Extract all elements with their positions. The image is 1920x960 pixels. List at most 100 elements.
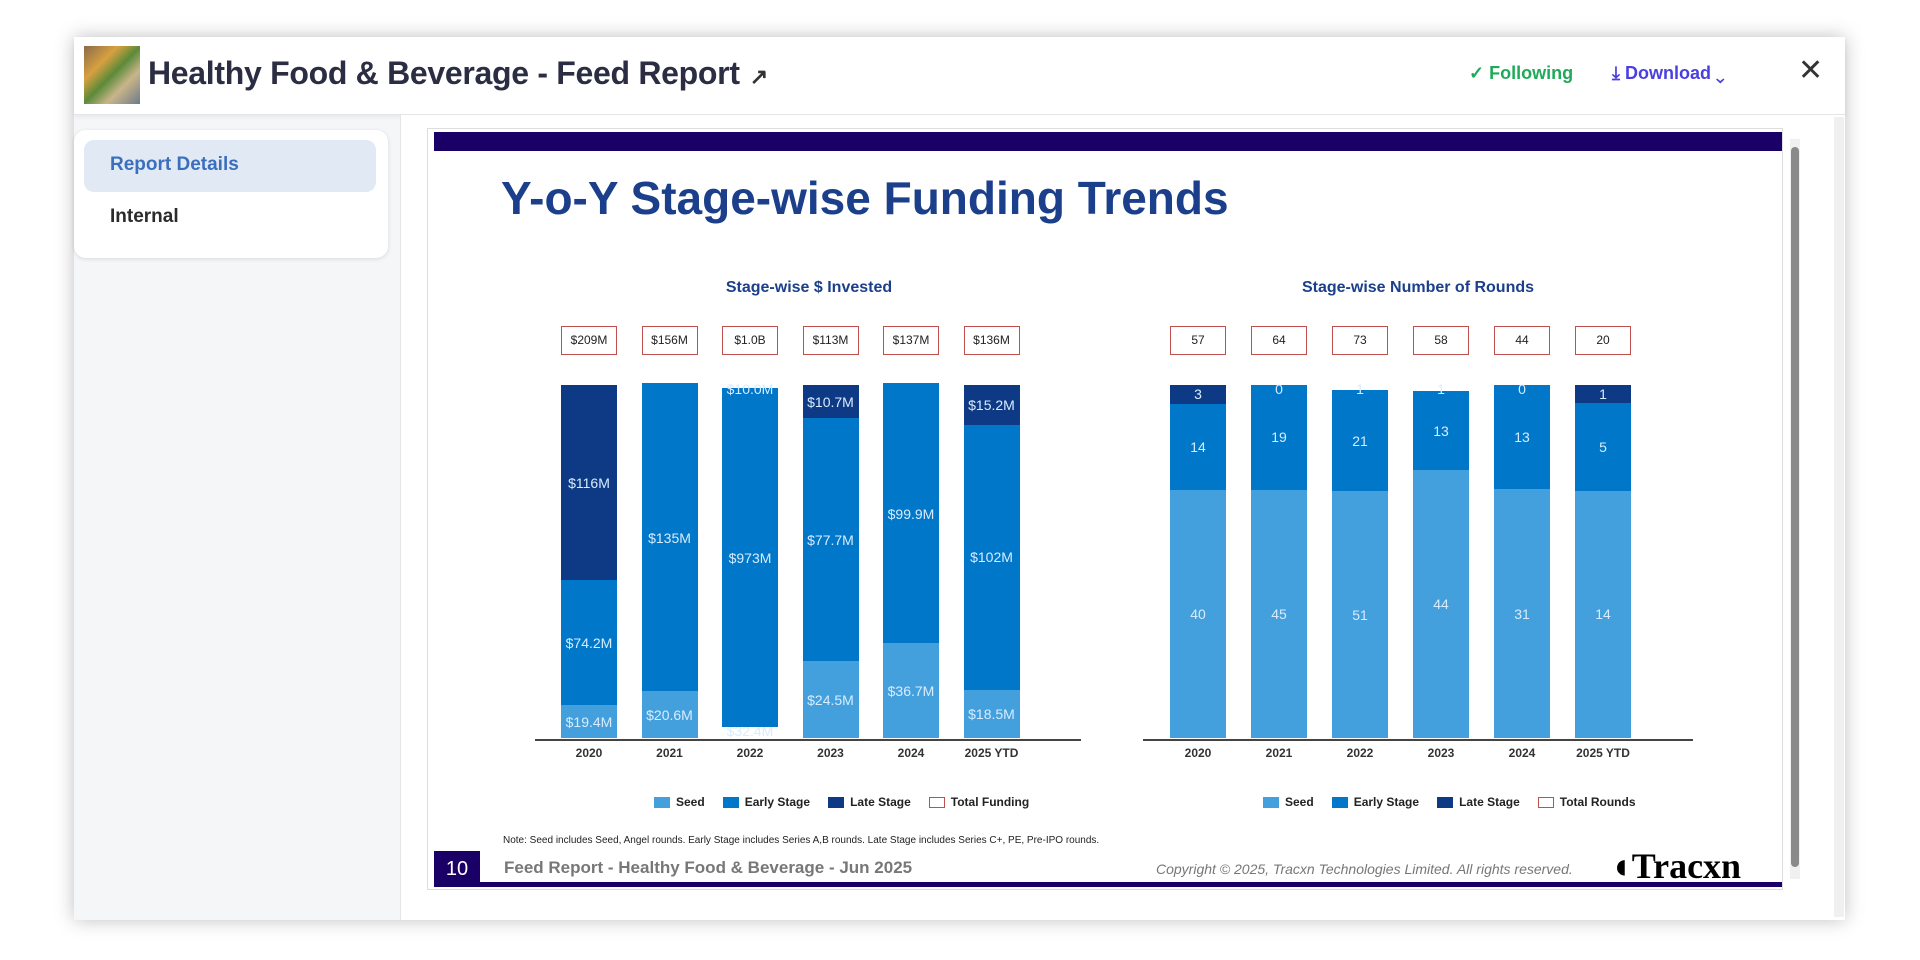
bar-segment-seed[interactable]: $24.5M — [802, 661, 859, 738]
legend-item: Early Stage — [722, 795, 811, 809]
bar-segment-early-stage[interactable]: $74.2M — [561, 580, 617, 706]
bar-segment-seed[interactable]: 45 — [1251, 489, 1307, 738]
tracxn-logo: ◖Tracxn — [1610, 846, 1742, 886]
external-link-icon[interactable]: ↗ — [749, 64, 768, 89]
bar-segment-late-stage[interactable] — [641, 383, 698, 385]
bar-segment-late-stage[interactable] — [883, 383, 939, 385]
chart-title: Stage-wise $ Invested — [725, 279, 893, 296]
bar-segment-seed[interactable]: 44 — [1413, 470, 1469, 738]
total-label: $113M — [802, 326, 859, 355]
total-label: 58 — [1413, 326, 1469, 355]
bar-segment-late-stage[interactable]: 3 — [1170, 385, 1226, 404]
bar-segment-late-stage[interactable]: $15.2M — [963, 385, 1020, 425]
x-tick-label: 2023 — [1427, 746, 1455, 760]
legend-swatch — [1537, 797, 1554, 809]
bar-segment-early-stage[interactable]: 14 — [1170, 403, 1226, 491]
legend-item: Late Stage — [1437, 795, 1520, 809]
following-button[interactable]: ✓ Following — [1469, 63, 1574, 83]
bar-segment-early-stage[interactable]: 21 — [1332, 389, 1388, 492]
legend-label: Late Stage — [1459, 795, 1520, 809]
total-label: $137M — [883, 326, 939, 355]
total-label: 73 — [1332, 326, 1388, 355]
bar-segment-late-stage[interactable]: $10.7M — [802, 385, 859, 419]
bar-segment-seed[interactable]: 14 — [1575, 490, 1631, 738]
legend-swatch — [722, 797, 739, 809]
x-tick-label: 2025 YTD — [964, 746, 1019, 760]
bar-segment-early-stage[interactable]: $99.9M — [883, 385, 939, 644]
slide-top-bar — [434, 132, 1782, 151]
bar-segment-early-stage[interactable]: $973M — [722, 388, 778, 727]
legend-label: Total Funding — [950, 795, 1030, 809]
bar-segment-seed[interactable]: 31 — [1494, 489, 1550, 738]
x-axis — [1143, 739, 1693, 741]
x-tick-label: 2024 — [1508, 746, 1536, 760]
legend-swatch — [828, 797, 845, 809]
legend-swatch — [1331, 797, 1348, 809]
bar-segment-early-stage[interactable]: 5 — [1575, 402, 1631, 491]
total-label: 44 — [1494, 326, 1550, 355]
legend-item: Seed — [654, 795, 705, 809]
legend-label: Late Stage — [850, 795, 911, 809]
outer-scrollbar[interactable] — [1834, 117, 1844, 917]
sidebar: Report Details Internal — [74, 130, 388, 258]
report-thumbnail — [84, 46, 140, 104]
x-axis — [535, 739, 1081, 741]
legend-item: Early Stage — [1331, 795, 1419, 809]
total-label: 57 — [1170, 326, 1226, 355]
total-label: 20 — [1575, 326, 1631, 355]
bar-segment-early-stage[interactable]: $102M — [963, 424, 1020, 690]
bar-segment-seed[interactable]: 51 — [1332, 491, 1388, 738]
bar-segment-seed[interactable]: $20.6M — [641, 691, 698, 738]
chart-title: Stage-wise Number of Rounds — [1301, 279, 1535, 296]
bar-segment-late-stage[interactable]: 0 — [1275, 381, 1283, 397]
chart-legend: Seed Early Stage Late Stage Total Rounds — [1263, 795, 1636, 809]
footer-text: Feed Report - Healthy Food & Beverage - … — [504, 858, 913, 877]
bar-segment-seed[interactable]: 40 — [1170, 490, 1226, 738]
scrollbar-thumb[interactable] — [1791, 147, 1799, 867]
bar-segment-early-stage[interactable]: $77.7M — [802, 418, 859, 662]
bar-segment-late-stage[interactable]: 0 — [1518, 381, 1526, 397]
bar-segment-late-stage[interactable]: 1 — [1437, 381, 1445, 397]
bar-segment-seed[interactable]: $36.7M — [883, 643, 939, 738]
report-title: Healthy Food & Beverage - Feed Report — [148, 55, 740, 91]
bar-segment-seed[interactable]: $32.4M — [726, 722, 774, 739]
bar-segment-early-stage[interactable]: $135M — [641, 385, 698, 692]
bar-segment-late-stage[interactable]: 1 — [1575, 385, 1631, 403]
legend-item: Total Funding — [928, 795, 1030, 809]
legend-label: Total Rounds — [1559, 795, 1636, 809]
legend-swatch — [928, 797, 945, 809]
bar-segment-seed[interactable]: $19.4M — [561, 705, 617, 738]
legend-label: Seed — [676, 795, 705, 809]
x-tick-label: 2021 — [1265, 746, 1293, 760]
slide-note: Note: Seed includes Seed, Angel rounds. … — [503, 835, 1100, 846]
sidebar-item-internal[interactable]: Internal — [110, 206, 179, 227]
bar-segment-seed[interactable]: $18.5M — [963, 689, 1020, 738]
x-tick-label: 2023 — [817, 746, 844, 760]
bar-segment-early-stage[interactable]: 13 — [1413, 391, 1469, 471]
legend-item: Seed — [1263, 795, 1314, 809]
bar-segment-early-stage[interactable]: 19 — [1251, 385, 1307, 490]
sidebar-item-report-details[interactable]: Report Details — [84, 140, 376, 192]
slide-scrollbar[interactable] — [1790, 139, 1800, 879]
bar-segment-late-stage[interactable]: $116M — [561, 385, 617, 581]
legend-item: Late Stage — [828, 795, 911, 809]
download-button[interactable]: ⤓ Download ⌄ — [1612, 63, 1725, 83]
bar-segment-late-stage[interactable]: 1 — [1356, 381, 1364, 397]
legend-label: Seed — [1285, 795, 1314, 809]
slide-footer: 10 Feed Report - Healthy Food & Beverage… — [434, 846, 1782, 887]
x-tick-label: 2020 — [1184, 746, 1212, 760]
x-tick-label: 2021 — [656, 746, 683, 760]
slide-title: Y-o-Y Stage-wise Funding Trends — [501, 172, 1229, 224]
legend-label: Early Stage — [744, 795, 811, 809]
check-icon: ✓ — [1469, 63, 1490, 83]
modal-header: Healthy Food & Beverage - Feed Report ↗ ✓… — [74, 37, 1845, 115]
bar-segment-late-stage[interactable]: $10.0M — [726, 381, 774, 397]
total-label: $156M — [641, 326, 698, 355]
chart-legend: Seed Early Stage Late Stage Total Funding — [654, 795, 1029, 809]
x-tick-label: 2022 — [736, 746, 764, 760]
x-tick-label: 2022 — [1346, 746, 1374, 760]
bar-segment-early-stage[interactable]: 13 — [1494, 385, 1550, 490]
x-tick-label: 2024 — [897, 746, 925, 760]
report-slide: Y-o-Y Stage-wise Funding Trends Stage-wi… — [427, 128, 1800, 890]
close-icon[interactable]: ✕ — [1798, 54, 1824, 87]
